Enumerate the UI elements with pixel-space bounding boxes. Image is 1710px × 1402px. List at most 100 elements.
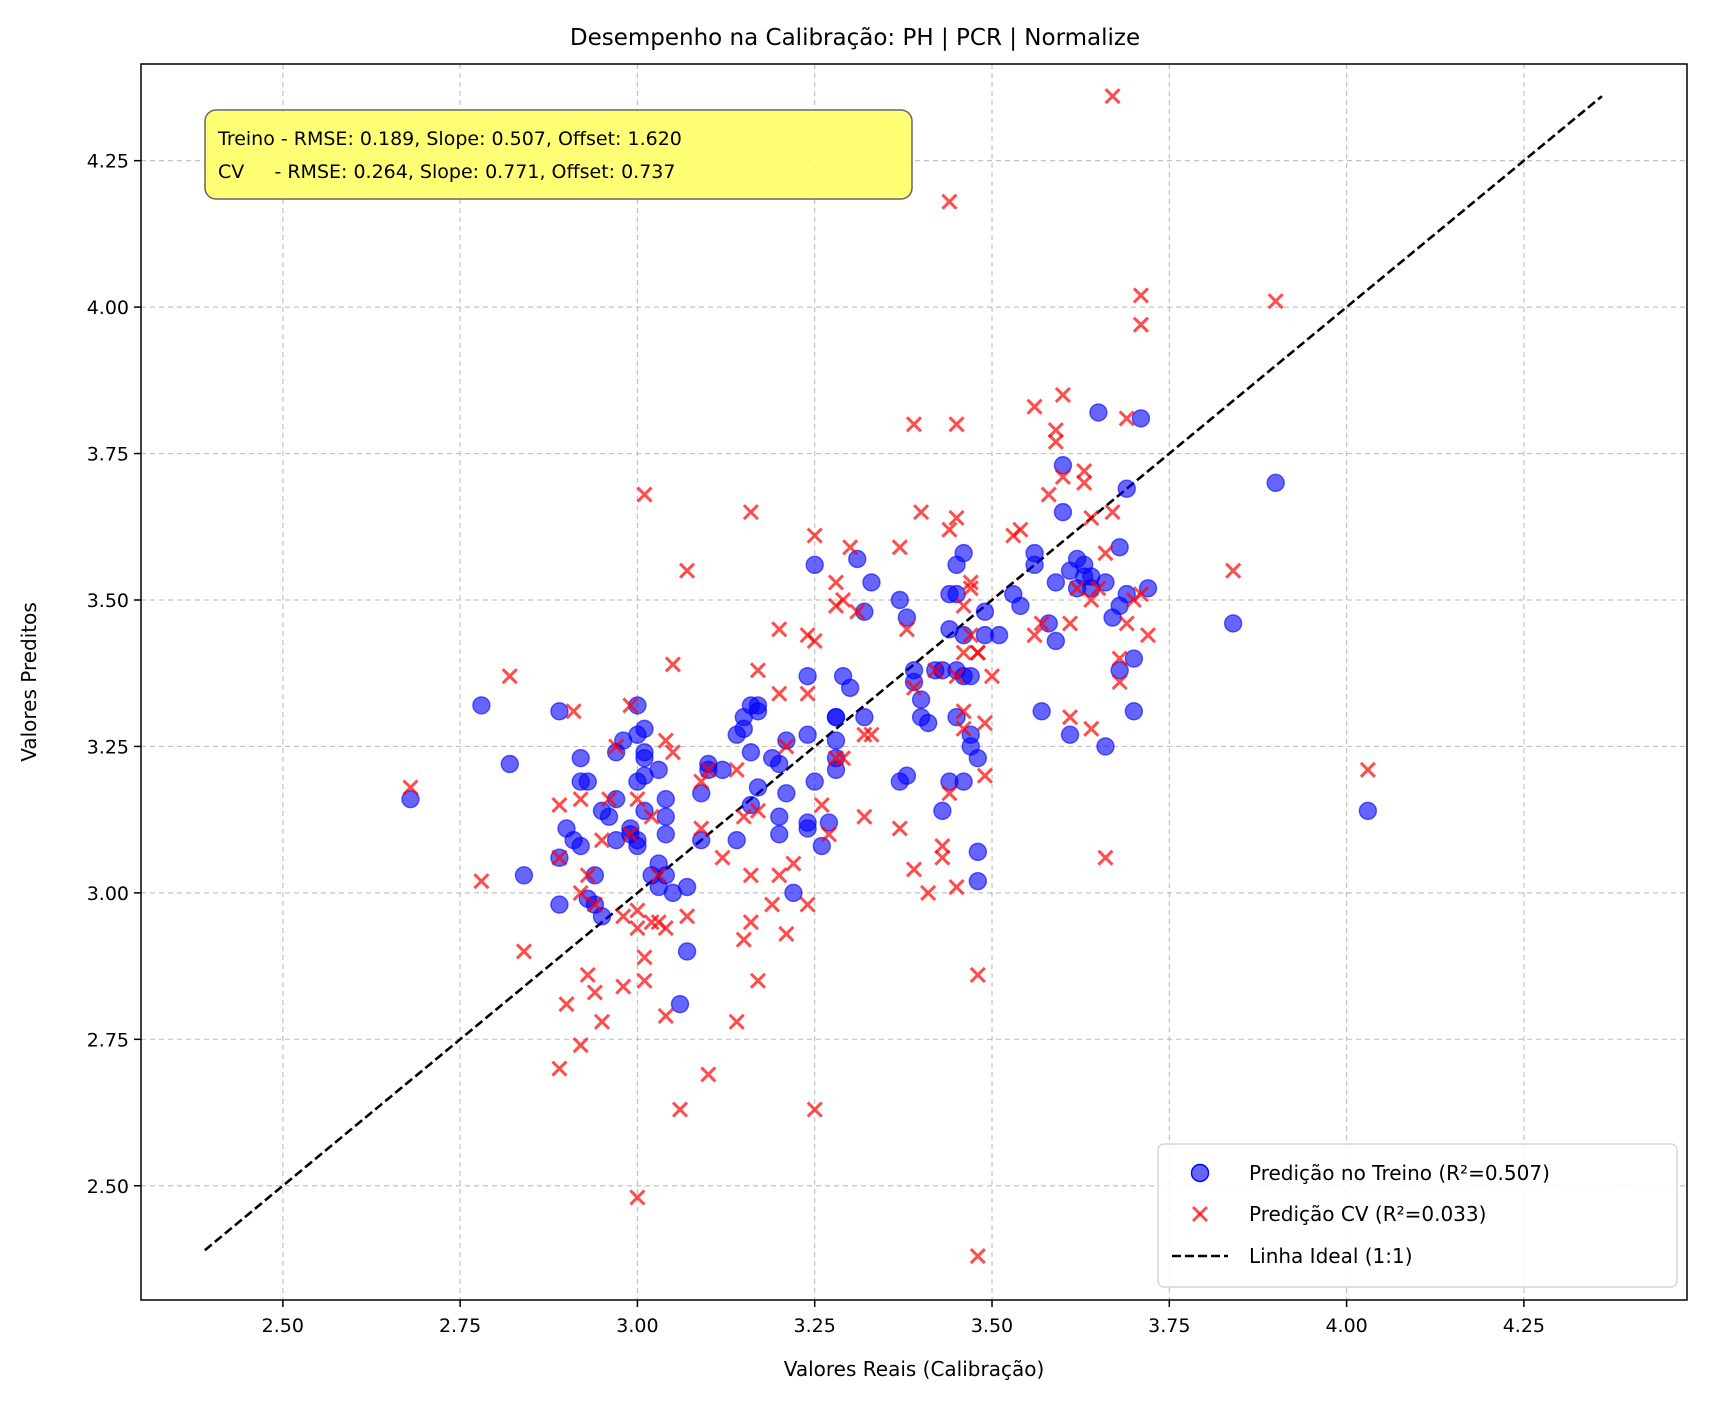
train-point xyxy=(954,772,973,791)
train-point xyxy=(777,731,796,750)
y-tick-label: 3.00 xyxy=(87,883,129,905)
train-point xyxy=(897,608,917,627)
train-point xyxy=(968,748,988,768)
train-point xyxy=(692,784,711,803)
cv-point xyxy=(1225,562,1242,579)
train-point xyxy=(798,666,817,686)
train-point xyxy=(777,784,796,803)
legend-box xyxy=(1157,1143,1678,1288)
cv-point xyxy=(913,504,930,521)
train-point xyxy=(599,807,619,826)
cv-point xyxy=(629,791,646,808)
cv-point xyxy=(714,849,731,866)
train-point xyxy=(933,801,952,821)
cv-point xyxy=(622,826,639,843)
legend-cv-label: Predição CV (R²=0.033) xyxy=(1249,1202,1486,1226)
train-point xyxy=(656,825,675,844)
legend-ideal-label: Linha Ideal (1:1) xyxy=(1249,1244,1413,1268)
ideal-line xyxy=(203,95,1603,1252)
metrics-box-background xyxy=(204,109,913,200)
cv-point xyxy=(572,884,589,901)
cv-point xyxy=(1076,474,1093,491)
cv-point xyxy=(1267,293,1284,310)
train-point xyxy=(1032,702,1051,721)
cv-point xyxy=(749,972,767,989)
cv-point xyxy=(969,966,986,983)
legend-train-label: Predição no Treino (R²=0.507) xyxy=(1249,1161,1550,1185)
y-tick-label: 3.25 xyxy=(87,736,129,758)
cv-point xyxy=(643,808,660,825)
metrics-line-train: Treino - RMSE: 0.189, Slope: 0.507, Offs… xyxy=(217,128,682,150)
train-point xyxy=(500,754,519,774)
train-point xyxy=(1060,725,1080,744)
cv-point xyxy=(593,1013,611,1030)
cv-point xyxy=(849,603,866,620)
cv-point xyxy=(615,978,632,995)
cv-point xyxy=(473,873,490,890)
cv-point xyxy=(1012,521,1029,538)
x-tick-label: 3.25 xyxy=(794,1315,836,1337)
train-point xyxy=(826,731,846,750)
cv-point xyxy=(572,791,589,808)
cv-point xyxy=(1097,545,1114,562)
train-point xyxy=(848,549,867,569)
train-point xyxy=(1011,596,1030,616)
cv-point xyxy=(863,726,880,743)
cv-point xyxy=(771,867,788,884)
train-point xyxy=(741,743,761,762)
x-axis-ticks: 2.50 2.75 3.00 3.25 3.50 3.75 4.00 4.25 xyxy=(262,1300,1545,1337)
cv-point xyxy=(622,697,639,714)
cv-point xyxy=(629,919,646,937)
cv-point xyxy=(799,685,816,702)
cv-point xyxy=(1069,580,1086,597)
x-tick-label: 3.50 xyxy=(971,1315,1013,1337)
train-point xyxy=(1096,737,1115,756)
cv-point xyxy=(891,539,908,556)
cv-point xyxy=(1076,463,1093,480)
train-point xyxy=(1131,409,1151,428)
cv-point xyxy=(920,884,937,901)
cv-point xyxy=(962,574,979,591)
train-point xyxy=(550,895,569,914)
cv-point xyxy=(1132,586,1150,603)
cv-point xyxy=(806,527,823,544)
cv-point xyxy=(778,738,795,755)
train-point xyxy=(571,748,590,768)
train-point xyxy=(1117,479,1136,498)
cv-point xyxy=(820,826,837,843)
train-point xyxy=(954,543,973,563)
train-point xyxy=(635,719,654,739)
train-point xyxy=(514,866,534,885)
x-tick-label: 4.25 xyxy=(1503,1315,1545,1337)
cv-point xyxy=(664,744,681,761)
train-point xyxy=(692,830,711,850)
cv-point xyxy=(1083,591,1100,609)
train-point xyxy=(713,760,732,780)
train-point xyxy=(1053,456,1073,475)
cv-point xyxy=(835,750,852,767)
x-axis-label: Valores Reais (Calibração) xyxy=(784,1357,1045,1381)
cv-point xyxy=(927,662,944,679)
cv-point xyxy=(1118,410,1135,427)
cv-point xyxy=(1061,709,1079,726)
cv-point xyxy=(679,562,696,579)
cv-point xyxy=(948,416,965,433)
cv-point xyxy=(579,867,596,884)
cv-point xyxy=(976,714,993,732)
cv-point xyxy=(955,644,972,661)
train-point xyxy=(1266,473,1285,493)
y-tick-label: 3.50 xyxy=(87,590,129,612)
y-tick-label: 2.75 xyxy=(87,1029,129,1051)
train-point xyxy=(1223,614,1243,633)
train-point xyxy=(1025,555,1044,575)
train-point xyxy=(770,807,789,826)
cv-point xyxy=(941,193,958,210)
cv-point xyxy=(1054,468,1071,486)
cv-point xyxy=(742,504,759,521)
train-point xyxy=(472,696,491,715)
train-point xyxy=(734,719,753,739)
cv-point xyxy=(1104,504,1121,521)
cv-point xyxy=(905,679,923,696)
cv-point xyxy=(728,761,745,778)
